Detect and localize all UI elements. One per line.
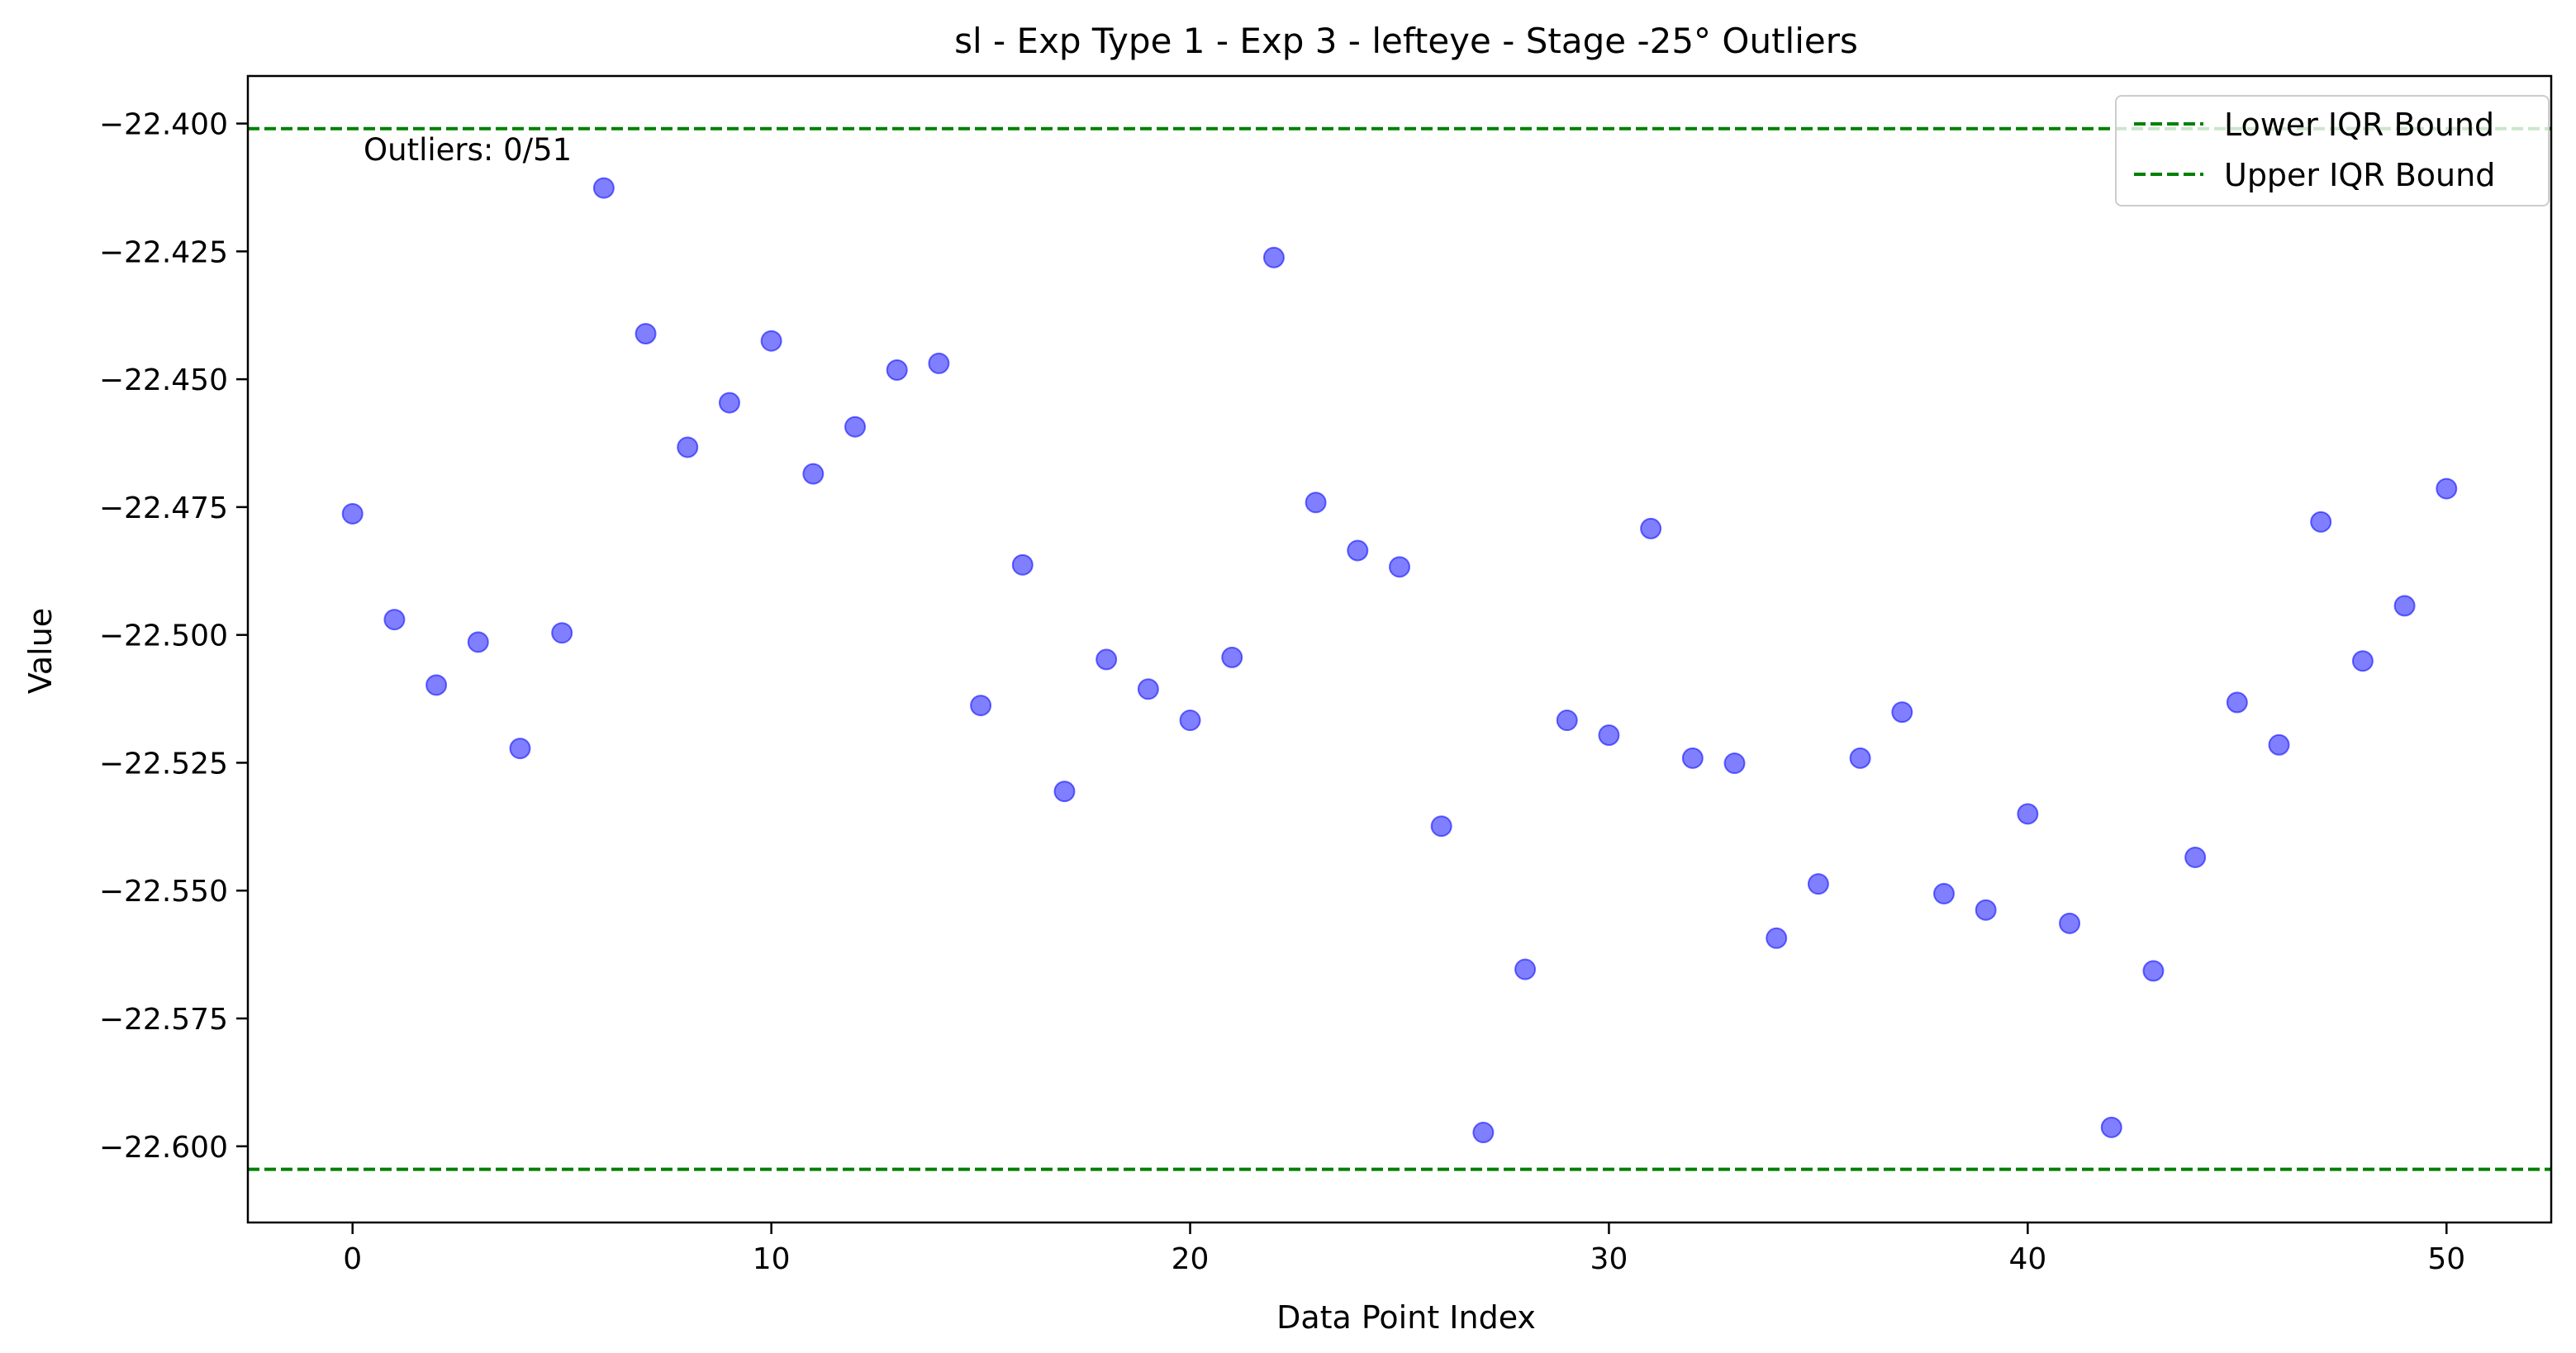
data-point <box>592 177 615 199</box>
data-point <box>1347 539 1369 562</box>
data-point <box>1932 882 1955 904</box>
data-point <box>425 674 448 696</box>
x-axis-label: Data Point Index <box>1276 1299 1536 1336</box>
data-point <box>1681 747 1704 769</box>
data-point <box>2310 510 2332 533</box>
data-point <box>467 631 489 653</box>
data-point <box>551 622 573 644</box>
data-point <box>760 330 782 352</box>
x-tick-label: 20 <box>1172 1242 1210 1276</box>
y-tick-label: −22.500 <box>99 620 228 653</box>
data-point <box>1053 781 1076 803</box>
data-point <box>844 415 867 438</box>
data-point <box>970 695 992 717</box>
y-tick-label: −22.525 <box>99 747 228 781</box>
x-tick-label: 50 <box>2427 1242 2465 1276</box>
x-tick-label: 0 <box>343 1242 362 1276</box>
data-point <box>1556 710 1578 732</box>
data-point <box>2100 1116 2122 1138</box>
y-tick-label: −22.425 <box>99 235 228 269</box>
y-tick-label: −22.600 <box>99 1131 228 1165</box>
data-point <box>1640 517 1662 539</box>
data-point <box>1849 747 1871 769</box>
x-axis-ticks: 0 10 20 30 40 50 <box>343 1222 2465 1276</box>
y-tick-label: −22.575 <box>99 1003 228 1037</box>
data-point <box>2226 691 2248 714</box>
data-point <box>2351 650 2374 672</box>
x-tick-label: 30 <box>1590 1242 1628 1276</box>
y-tick-label: −22.450 <box>99 363 228 397</box>
data-point <box>718 392 740 414</box>
chart-title: sl - Exp Type 1 - Exp 3 - lefteye - Stag… <box>954 21 1858 61</box>
outliers-annotation: Outliers: 0/51 <box>364 132 572 168</box>
data-point <box>2268 733 2290 756</box>
data-point <box>1389 556 1410 578</box>
data-point <box>1096 648 1118 671</box>
data-point <box>2017 803 2039 825</box>
data-point <box>1011 553 1034 576</box>
legend-label-upper-iqr: Upper IQR Bound <box>2224 157 2495 193</box>
data-point <box>1598 724 1620 747</box>
data-point <box>509 738 531 760</box>
data-point <box>1137 678 1159 700</box>
data-point <box>2184 846 2207 868</box>
data-point <box>1723 752 1746 775</box>
data-point <box>1305 491 1327 514</box>
x-tick-label: 10 <box>753 1242 791 1276</box>
data-point <box>634 323 657 345</box>
data-point <box>1975 899 1997 921</box>
data-point <box>1514 958 1537 980</box>
legend: Lower IQR Bound Upper IQR Bound <box>2115 95 2550 207</box>
data-point <box>1766 927 1788 949</box>
legend-box <box>2115 95 2550 207</box>
data-point <box>928 352 950 374</box>
data-point <box>1430 815 1452 838</box>
data-point <box>2393 595 2416 617</box>
plot-area <box>248 126 2551 1171</box>
x-tick-label: 40 <box>2008 1242 2046 1276</box>
data-point <box>2436 477 2458 500</box>
y-tick-label: −22.475 <box>99 491 228 525</box>
data-point <box>1891 701 1913 724</box>
data-point <box>1472 1122 1495 1144</box>
y-tick-label: −22.550 <box>99 875 228 909</box>
y-axis-label: Value <box>22 608 59 694</box>
data-point <box>1221 646 1243 668</box>
data-point <box>341 502 364 525</box>
data-point <box>2142 960 2165 982</box>
data-points <box>341 177 2458 1144</box>
data-point <box>383 609 406 631</box>
data-point <box>677 436 699 458</box>
legend-label-lower-iqr: Lower IQR Bound <box>2224 107 2494 143</box>
data-point <box>1179 710 1201 732</box>
data-point <box>1807 873 1829 895</box>
y-axis-ticks: −22.400 −22.425 −22.450 −22.475 −22.500 −22.5… <box>99 108 248 1165</box>
data-point <box>2059 912 2081 934</box>
data-point <box>1262 246 1285 268</box>
data-point <box>886 358 908 381</box>
plot-frame <box>246 74 2553 1224</box>
data-point <box>802 463 825 485</box>
y-tick-label: −22.400 <box>99 108 228 142</box>
